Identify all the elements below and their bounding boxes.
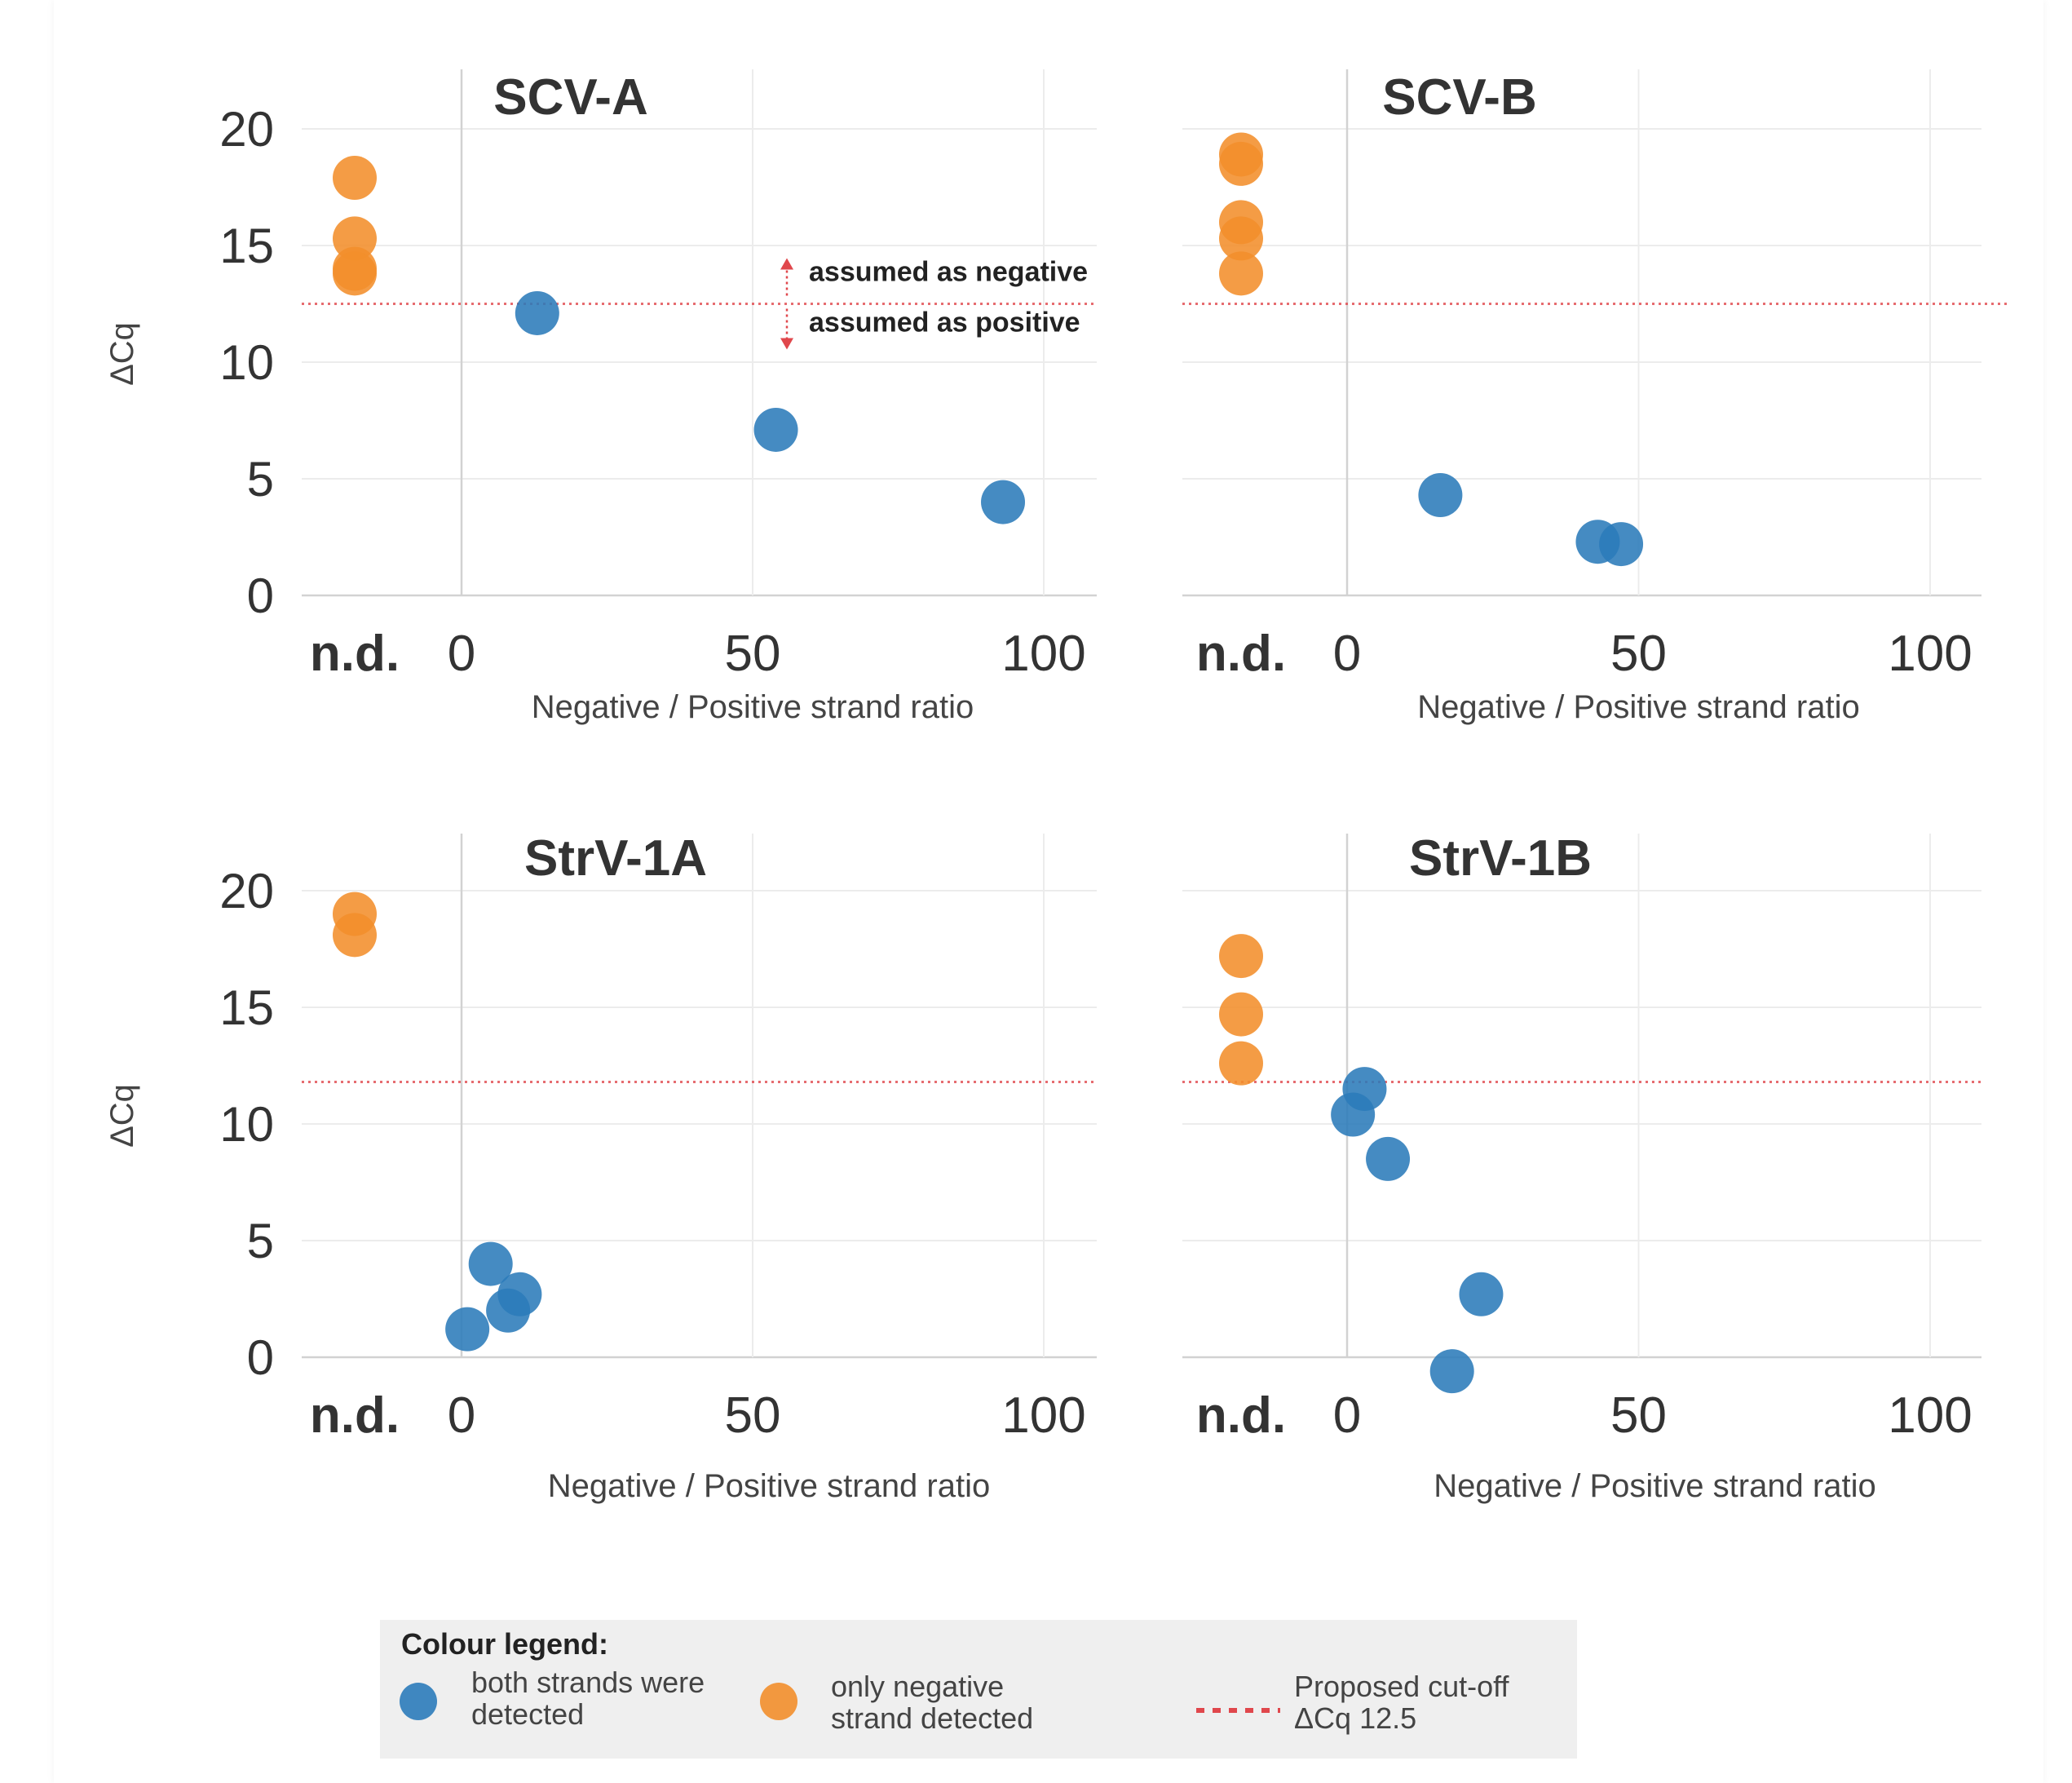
x-tick-label: 100	[1888, 1387, 1972, 1444]
x-tick-label: 50	[1610, 1387, 1667, 1444]
x-tick-label-nd: n.d.	[310, 1387, 400, 1444]
legend-marker-both	[400, 1683, 437, 1720]
y-tick-label: 10	[219, 335, 274, 390]
panel-title: SCV-B	[1382, 69, 1536, 126]
point-only-negative	[1219, 1041, 1263, 1086]
point-both-strands	[468, 1241, 513, 1286]
y-tick-label: 15	[219, 980, 274, 1035]
x-tick-label: 100	[1001, 626, 1085, 682]
legend-title: Colour legend:	[401, 1627, 608, 1661]
annotation-positive: assumed as positive	[809, 307, 1080, 338]
point-both-strands	[1418, 473, 1463, 518]
panel-title: StrV-1A	[524, 830, 707, 887]
point-only-negative	[1219, 992, 1263, 1037]
x-tick-label: 0	[448, 626, 475, 682]
legend-only-label-2: strand detected	[831, 1701, 1033, 1735]
arrow-up-icon	[780, 258, 793, 270]
legend-only-label: only negative	[831, 1670, 1004, 1703]
y-axis-label: ΔCq	[104, 1084, 140, 1148]
point-only-negative	[333, 216, 377, 261]
point-both-strands	[1366, 1136, 1411, 1181]
legend-cutoff-label: Proposed cut-off	[1294, 1670, 1509, 1703]
x-axis-label: Negative / Positive strand ratio	[548, 1468, 990, 1504]
chart-panel-scv-b: n.d. 0 50 100 SCV-B Negative / Positive stran…	[1182, 69, 2008, 725]
arrow-down-icon	[780, 338, 793, 350]
annotation-negative: assumed as negative	[809, 257, 1088, 288]
x-tick-label: 50	[725, 626, 781, 682]
y-tick-label: 15	[219, 219, 274, 273]
point-both-strands	[1599, 522, 1644, 567]
x-tick-label: 0	[1333, 1387, 1361, 1444]
point-both-strands	[1429, 1349, 1474, 1394]
point-both-strands	[1331, 1092, 1376, 1137]
point-both-strands	[445, 1307, 490, 1352]
x-axis-label: Negative / Positive strand ratio	[1434, 1468, 1875, 1504]
panel-title: StrV-1B	[1409, 830, 1592, 887]
point-only-negative	[333, 156, 377, 201]
point-both-strands	[486, 1288, 531, 1333]
x-tick-label: 0	[1333, 626, 1361, 682]
y-tick-label: 10	[219, 1097, 274, 1152]
y-tick-label: 0	[247, 1330, 274, 1385]
legend-both-label-2: detected	[471, 1697, 584, 1731]
legend-marker-only-negative	[760, 1683, 797, 1720]
legend-both-label: both strands were	[471, 1666, 705, 1699]
x-tick-label: 0	[448, 1387, 475, 1444]
y-tick-label: 20	[219, 102, 274, 157]
chart-panel-scv-a: 0 5 10 15 20 n.d. 0 50 100 SCV-A Negative / Positi…	[104, 69, 1097, 725]
chart-panel-strv-1a: 0 5 10 15 20 n.d. 0 50 100 StrV-1A Negative / Posi…	[104, 830, 1097, 1504]
point-both-strands	[753, 407, 798, 452]
x-tick-label: 50	[1610, 626, 1667, 682]
point-only-negative	[1219, 934, 1263, 979]
y-tick-label: 20	[219, 864, 274, 918]
point-only-negative	[1219, 216, 1263, 261]
y-tick-label: 5	[247, 1214, 274, 1268]
x-axis-label: Negative / Positive strand ratio	[532, 689, 974, 725]
x-tick-label-nd: n.d.	[1196, 626, 1286, 682]
point-both-strands	[1459, 1272, 1504, 1316]
point-both-strands	[515, 290, 559, 335]
x-tick-label: 100	[1888, 626, 1972, 682]
chart-panel-strv-1b: n.d. 0 50 100 StrV-1B Negative / Positive str…	[1182, 830, 1981, 1504]
x-tick-label: 100	[1001, 1387, 1085, 1444]
x-axis-label: Negative / Positive strand ratio	[1417, 689, 1859, 725]
y-tick-label: 5	[247, 452, 274, 507]
x-tick-label-nd: n.d.	[310, 626, 400, 682]
legend-box	[380, 1620, 1577, 1759]
point-only-negative	[1219, 251, 1263, 296]
y-axis-label: ΔCq	[104, 322, 140, 386]
x-tick-label: 50	[725, 1387, 781, 1444]
point-only-negative	[333, 251, 377, 296]
x-tick-label-nd: n.d.	[1196, 1387, 1286, 1444]
point-only-negative	[1219, 141, 1263, 186]
point-both-strands	[981, 480, 1026, 524]
point-only-negative	[333, 913, 377, 958]
y-tick-label: 0	[247, 569, 274, 623]
panel-title: SCV-A	[493, 69, 647, 126]
legend-cutoff-label-2: ΔCq 12.5	[1294, 1701, 1416, 1735]
